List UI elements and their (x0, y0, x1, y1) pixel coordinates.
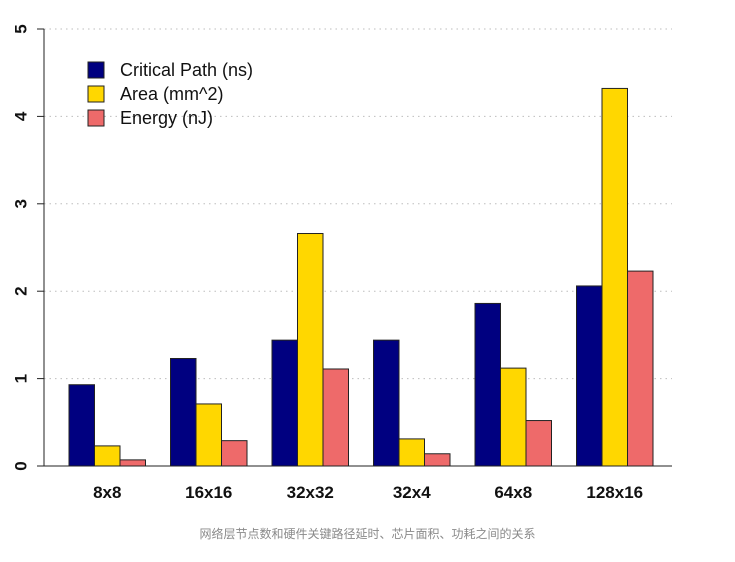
bar-chart: 0 1 2 3 4 5 8x8 16x16 32x32 32x4 64x8 128x16 Criti… (11, 24, 672, 502)
bar-8x8-energy (119, 459, 146, 467)
bar-32x4-energy (424, 453, 451, 467)
legend-label: Area (mm^2) (120, 84, 223, 104)
legend: Critical Path (ns) Area (mm^2) Energy (nJ) (87, 60, 253, 128)
y-tick-label: 3 (11, 199, 30, 208)
y-tick-label: 1 (11, 374, 30, 383)
y-tick-label: 4 (11, 111, 30, 121)
bar-64x8-energy (525, 420, 552, 467)
legend-label: Energy (nJ) (120, 108, 213, 128)
legend-label: Critical Path (ns) (120, 60, 253, 80)
bar-8x8-critical-path (68, 384, 95, 467)
x-tick-label: 64x8 (494, 483, 532, 502)
bar-128x16-area (601, 87, 628, 467)
figure-caption: 网络层节点数和硬件关键路径延时、芯片面积、功耗之间的关系 (199, 527, 536, 541)
gridlines (44, 28, 672, 380)
bar-64x8-area (500, 367, 527, 467)
bar-8x8-area (94, 445, 121, 467)
x-tick-label: 32x4 (393, 483, 431, 502)
bar-128x16-energy (627, 270, 654, 467)
bar-32x32-critical-path (271, 339, 298, 467)
y-tick-label: 5 (11, 24, 30, 33)
y-axis: 0 1 2 3 4 5 (11, 24, 672, 471)
legend-swatch (87, 61, 105, 79)
x-tick-label: 32x32 (287, 483, 334, 502)
y-tick-label: 2 (11, 286, 30, 295)
legend-swatch (87, 85, 105, 103)
bar-16x16-area (195, 403, 222, 467)
bar-64x8-critical-path (474, 302, 501, 467)
x-tick-label: 16x16 (185, 483, 232, 502)
bars (68, 87, 654, 467)
bar-128x16-critical-path (576, 285, 603, 467)
bar-16x16-critical-path (170, 357, 197, 467)
y-tick-label: 0 (11, 461, 30, 470)
legend-swatch (87, 109, 105, 127)
bar-32x32-area (297, 233, 324, 467)
bar-16x16-energy (221, 440, 248, 467)
bar-32x32-energy (322, 368, 349, 467)
x-tick-label: 8x8 (93, 483, 121, 502)
bar-32x4-critical-path (373, 339, 400, 467)
x-axis-labels: 8x8 16x16 32x32 32x4 64x8 128x16 (93, 483, 643, 502)
bar-32x4-area (398, 438, 425, 467)
x-tick-label: 128x16 (586, 483, 643, 502)
